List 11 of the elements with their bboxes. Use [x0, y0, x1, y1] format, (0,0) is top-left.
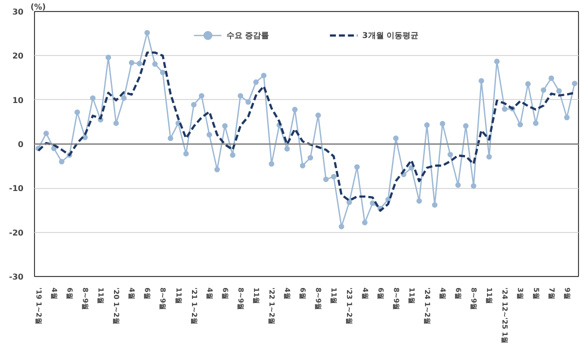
y-tick-label: 20: [12, 52, 24, 61]
line-series: [37, 51, 576, 212]
y-tick-label: 0: [18, 140, 24, 149]
y-tick-label: 10: [12, 96, 24, 105]
y-tick-label: -30: [9, 272, 24, 282]
y-tick-label: -10: [9, 184, 24, 194]
legend-label: 수요 증감률: [226, 30, 270, 40]
y-tick-label: 30: [12, 8, 24, 16]
legend-label: 3개월 이동평균: [362, 30, 419, 40]
y-axis-title: (%): [30, 2, 46, 12]
y-tick-label: -20: [9, 228, 24, 238]
